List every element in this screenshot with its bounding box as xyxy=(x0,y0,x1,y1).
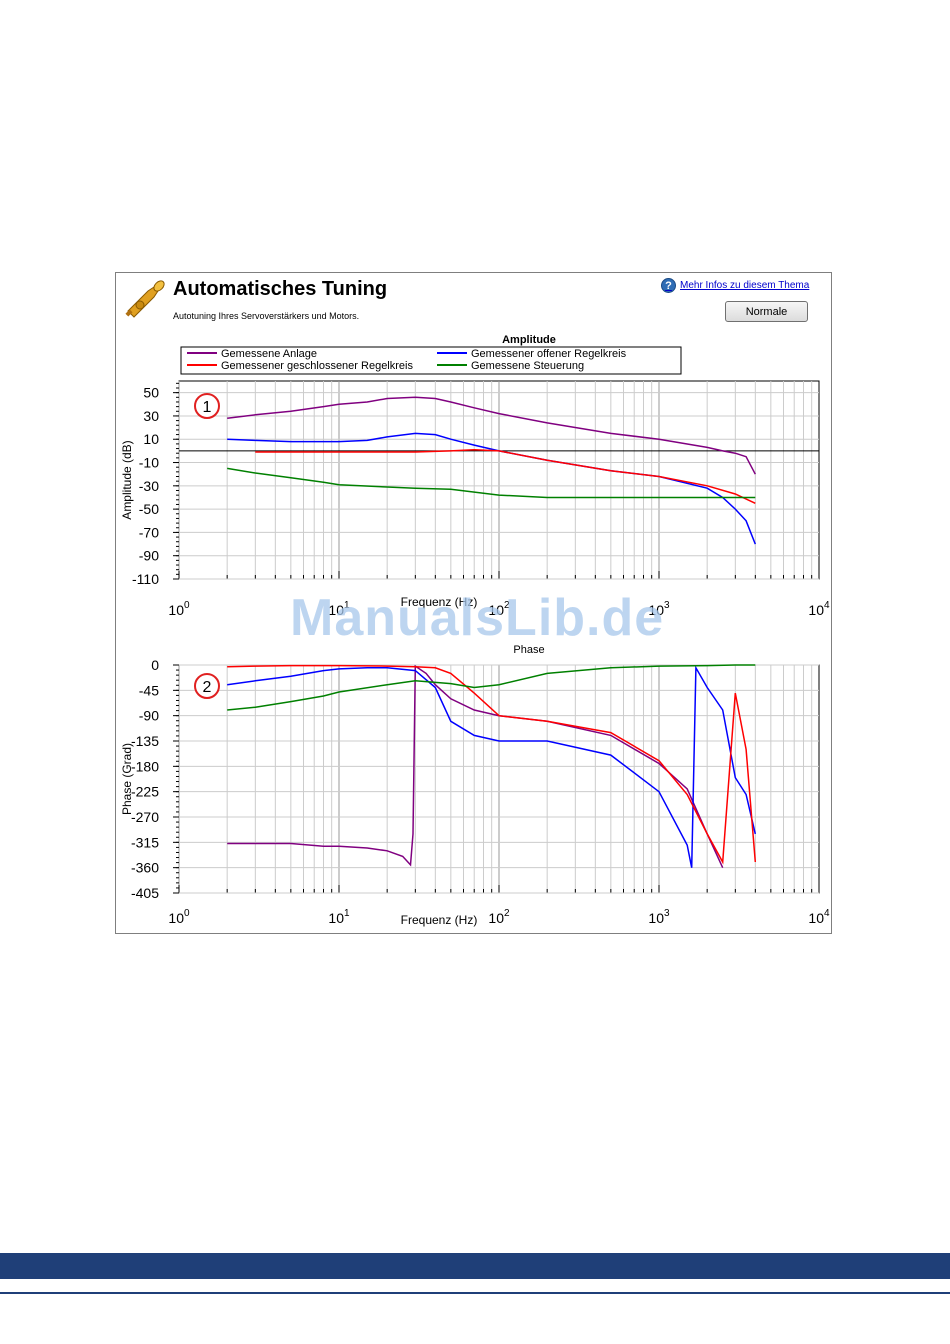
series-line xyxy=(227,664,756,711)
x-tick-label: 100 xyxy=(168,600,190,618)
series-line xyxy=(255,448,756,504)
x-axis-label: Frequenz (Hz) xyxy=(401,913,478,927)
legend-label: Gemessene Anlage xyxy=(221,348,317,360)
series-line xyxy=(227,664,757,865)
series-line xyxy=(227,396,756,475)
x-axis-label: Frequenz (Hz) xyxy=(401,595,478,609)
series-line xyxy=(227,664,724,869)
x-tick-label: 100 xyxy=(168,908,190,926)
chart-marker-circle xyxy=(194,393,220,419)
legend-label: Gemessener geschlossener Regelkreis xyxy=(221,360,413,372)
x-tick-label: 102 xyxy=(488,908,510,926)
chart-title: Phase xyxy=(513,644,544,656)
y-axis-label: Amplitude (dB) xyxy=(120,440,134,519)
series-line xyxy=(227,467,756,499)
normal-button[interactable]: Normale xyxy=(725,301,808,322)
y-tick-label: -225 xyxy=(131,784,159,800)
help-link-label[interactable]: Mehr Infos zu diesem Thema xyxy=(680,280,810,291)
y-tick-label: -360 xyxy=(131,860,159,876)
help-link[interactable]: ? Mehr Infos zu diesem Thema xyxy=(661,278,809,293)
trumpet-icon xyxy=(125,280,165,318)
autotuning-panel: Automatisches Tuning Autotuning Ihres Se… xyxy=(115,272,832,934)
legend-label: Gemessene Steuerung xyxy=(471,360,584,372)
y-tick-label: -405 xyxy=(131,885,159,901)
footer-bar xyxy=(0,1253,950,1279)
series-line xyxy=(227,432,756,545)
y-tick-label: 10 xyxy=(143,431,159,447)
x-tick-label: 103 xyxy=(648,908,670,926)
y-tick-label: -110 xyxy=(132,571,159,587)
y-tick-label: -50 xyxy=(139,501,159,517)
series-line xyxy=(227,665,757,868)
legend-box xyxy=(180,346,682,375)
y-axis-label: Phase (Grad) xyxy=(120,743,134,815)
y-tick-label: -70 xyxy=(139,524,159,540)
x-tick-label: 101 xyxy=(328,600,350,618)
chart-marker-label: 1 xyxy=(203,399,212,416)
chart-marker-label: 2 xyxy=(203,679,212,696)
x-tick-label: 102 xyxy=(488,600,510,618)
y-tick-label: -135 xyxy=(131,733,159,749)
x-tick-label: 104 xyxy=(808,600,830,618)
y-tick-label: -10 xyxy=(139,455,159,471)
y-tick-label: -315 xyxy=(131,834,159,850)
y-tick-label: -180 xyxy=(131,758,159,774)
chart-title: Amplitude xyxy=(502,334,556,346)
page-subtitle: Autotuning Ihres Servoverstärkers und Mo… xyxy=(173,311,360,321)
y-tick-label: -45 xyxy=(139,682,159,698)
y-tick-label: 0 xyxy=(151,657,159,673)
x-tick-label: 104 xyxy=(808,908,830,926)
legend-label: Gemessener offener Regelkreis xyxy=(471,348,627,360)
y-tick-label: 50 xyxy=(143,385,159,401)
x-tick-label: 101 xyxy=(328,908,350,926)
y-tick-label: -270 xyxy=(131,809,159,825)
page-title: Automatisches Tuning xyxy=(173,278,388,300)
y-tick-label: 30 xyxy=(143,408,159,424)
chart-marker-circle xyxy=(194,673,220,699)
x-tick-label: 103 xyxy=(648,600,670,618)
y-tick-label: -30 xyxy=(139,478,159,494)
y-tick-label: -90 xyxy=(139,708,159,724)
y-tick-label: -90 xyxy=(139,548,159,564)
help-icon[interactable]: ? xyxy=(661,278,676,293)
footer-line xyxy=(0,1292,950,1294)
